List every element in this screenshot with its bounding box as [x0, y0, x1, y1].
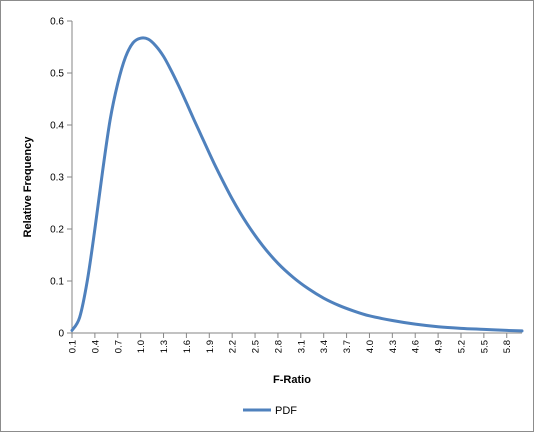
x-tick-label: 1.9 — [205, 340, 216, 353]
x-tick-label: 4.9 — [434, 340, 445, 353]
x-tick-label: 4.6 — [411, 340, 422, 353]
x-tick-label: 2.5 — [251, 340, 262, 353]
y-axis-ticks: 0 0.1 0.2 0.3 0.4 0.5 0.6 — [50, 17, 72, 340]
series-line-pdf — [70, 36, 524, 333]
x-tick-label: 3.4 — [319, 340, 330, 353]
y-tick-label: 0.5 — [50, 69, 64, 80]
x-tick-label: 4.3 — [388, 340, 399, 353]
y-axis-title: Relative Frequency — [22, 136, 34, 238]
x-tick-label: 2.2 — [228, 340, 239, 353]
y-tick-label: 0.6 — [50, 17, 64, 28]
legend-label-pdf: PDF — [275, 405, 297, 417]
x-axis-title: F-Ratio — [273, 374, 311, 386]
x-tick-label: 4.0 — [365, 340, 376, 353]
x-tick-label: 3.1 — [296, 340, 307, 353]
x-axis-ticks: 0.1 0.4 0.7 1.0 1.3 1.6 1.9 2.2 2.5 2.8 3.1 3.4 3.7 4… — [68, 333, 513, 353]
x-tick-label: 3.7 — [342, 340, 353, 353]
y-tick-label: 0.4 — [50, 121, 64, 132]
x-tick-label: 0.7 — [113, 340, 124, 353]
y-tick-label: 0 — [58, 329, 64, 340]
x-tick-label: 5.2 — [456, 340, 467, 353]
x-tick-label: 2.8 — [273, 340, 284, 353]
x-tick-label: 1.6 — [182, 340, 193, 353]
y-tick-label: 0.1 — [50, 277, 64, 288]
x-tick-label: 1.0 — [136, 340, 147, 353]
x-tick-label: 0.1 — [68, 340, 79, 353]
legend: PDF — [243, 405, 297, 417]
y-tick-label: 0.3 — [50, 173, 64, 184]
x-tick-label: 5.8 — [502, 340, 513, 353]
x-tick-label: 5.5 — [479, 340, 490, 353]
x-tick-label: 0.4 — [90, 340, 101, 353]
y-tick-label: 0.2 — [50, 225, 64, 236]
x-tick-label: 1.3 — [159, 340, 170, 353]
